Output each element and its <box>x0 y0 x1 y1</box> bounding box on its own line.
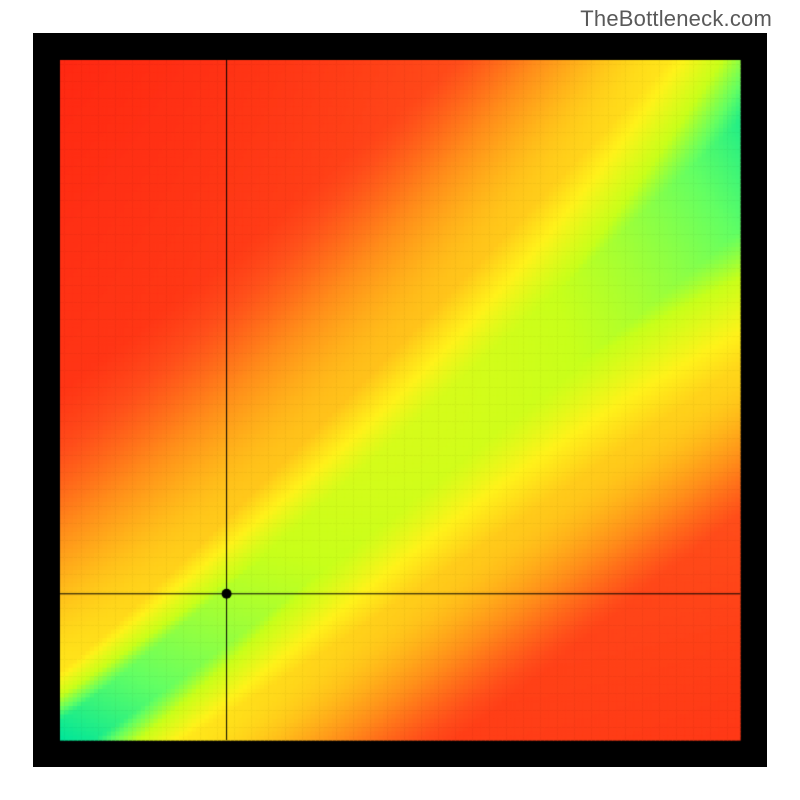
watermark-text: TheBottleneck.com <box>580 6 772 32</box>
heatmap-canvas <box>33 33 767 767</box>
heatmap-frame <box>33 33 767 767</box>
